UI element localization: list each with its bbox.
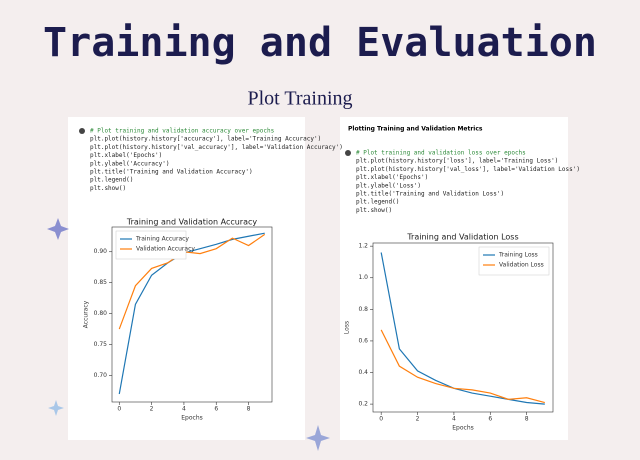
y-tick-label: 1.0 [358,274,368,281]
code-line: # Plot training and validation loss over… [356,150,526,157]
plot-area [111,226,273,403]
code-line: plt.show() [90,185,126,192]
code-line: plt.xlabel('Epochs') [356,174,428,181]
run-button [345,150,351,156]
sparkle [48,400,64,416]
right-panel [340,117,568,440]
chart-title: Training and Validation Accuracy [126,218,258,227]
x-tick-label: 4 [452,416,456,423]
code-line: plt.legend() [90,177,133,184]
x-tick-label: 0 [379,416,383,423]
y-tick-label: 0.2 [358,401,368,408]
code-line: plt.plot(history.history['val_loss'], la… [356,166,580,173]
plot-area [372,242,554,413]
sparkle [47,218,69,240]
code-line: plt.title('Training and Validation Loss'… [356,191,504,198]
x-tick-label: 2 [150,406,154,413]
y-tick-label: 0.4 [358,369,368,376]
code-line: plt.ylabel('Accuracy') [90,160,169,167]
x-tick-label: 2 [416,416,420,423]
legend-label: Validation Accuracy [136,246,195,253]
code-line: plt.plot(history.history['val_accuracy']… [90,144,343,151]
x-tick-label: 8 [247,406,251,413]
chart-title: Training and Validation Loss [406,233,518,242]
code-line: # Plot training and validation accuracy … [90,128,275,135]
y-tick-label: 0.75 [94,341,108,348]
y-axis-label: Accuracy [83,300,90,328]
series-line [380,329,545,404]
code-line: plt.xlabel('Epochs') [90,152,162,159]
y-tick-label: 0.70 [94,372,108,379]
series-line [118,233,266,330]
y-tick-label: 1.2 [358,243,368,250]
x-tick-label: 0 [117,406,121,413]
x-axis-label: Epochs [452,425,474,432]
legend-box [478,246,550,276]
x-tick-label: 6 [214,406,218,413]
legend-label: Validation Loss [499,262,544,269]
legend-label: Training Loss [498,252,538,259]
code-line: plt.plot(history.history['loss'], label=… [356,158,558,165]
x-axis-label: Epochs [181,415,203,422]
legend-box [115,230,187,260]
left-panel [68,117,305,440]
code-line: plt.show() [356,207,392,214]
code-line: plt.ylabel('Loss') [356,182,421,189]
code-line: plt.legend() [356,199,399,206]
code-line: plt.title('Training and Validation Accur… [90,169,253,176]
y-tick-label: 0.85 [94,279,108,286]
slide-title: Training and Evaluation [43,20,597,66]
sparkle [306,425,330,451]
series-line [380,252,545,405]
y-tick-label: 0.6 [358,337,368,344]
run-button [79,128,85,134]
x-tick-label: 8 [525,416,529,423]
y-tick-label: 0.90 [94,248,108,255]
x-tick-label: 4 [182,406,186,413]
panel-heading: Plotting Training and Validation Metrics [348,126,483,133]
slide-subtitle: Plot Training [247,88,352,110]
legend-label: Training Accuracy [135,236,189,243]
y-tick-label: 0.8 [358,306,368,313]
y-tick-label: 0.80 [94,310,108,317]
series-line [118,232,265,395]
code-line: plt.plot(history.history['accuracy'], la… [90,136,321,143]
y-axis-label: Loss [344,321,351,334]
x-tick-label: 6 [488,416,492,423]
